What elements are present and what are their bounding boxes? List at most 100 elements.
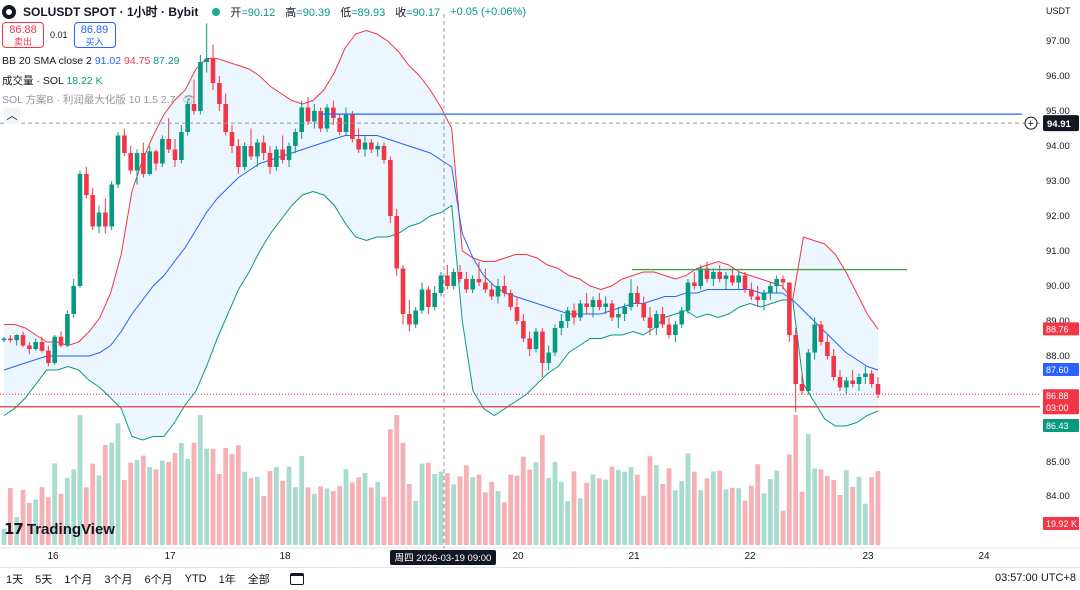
candle-body[interactable] [141,153,146,174]
candle-body[interactable] [204,58,209,63]
candle-body[interactable] [122,135,127,154]
candle-body[interactable] [419,289,425,311]
candle-body[interactable] [375,146,380,150]
candle-body[interactable] [673,324,678,336]
add-alert-icon[interactable] [1024,116,1038,130]
candle-body[interactable] [856,377,862,384]
range-1y[interactable]: 1年 [218,574,236,586]
bb-legend[interactable]: BB 20 SMA close 2 91.02 94.75 87.29 [2,55,180,67]
candle-body[interactable] [96,212,102,227]
candle-body[interactable] [533,331,539,350]
sell-button[interactable]: 86.88 卖出 [2,22,44,48]
candle-body[interactable] [559,321,564,328]
candle-body[interactable] [565,310,570,322]
candle-body[interactable] [432,293,437,307]
candle-body[interactable] [356,139,361,150]
candle-body[interactable] [407,314,412,325]
candle-body[interactable] [293,132,298,146]
candle-body[interactable] [172,149,178,161]
candle-body[interactable] [476,279,482,283]
candle-body[interactable] [312,111,317,122]
candle-body[interactable] [280,149,285,161]
candle-body[interactable] [844,380,849,388]
candle-body[interactable] [426,289,431,308]
candle-body[interactable] [616,314,621,318]
candle-body[interactable] [787,282,792,336]
candle-body[interactable] [837,377,843,388]
candle-body[interactable] [179,132,184,160]
candle-body[interactable] [229,132,235,146]
candle-body[interactable] [65,314,70,346]
candle-body[interactable] [413,310,418,325]
candle-body[interactable] [647,317,653,329]
candle-body[interactable] [717,272,722,279]
candle-body[interactable] [799,384,805,391]
candle-body[interactable] [768,286,773,293]
candle-body[interactable] [115,135,121,185]
candle-body[interactable] [540,331,545,364]
candle-body[interactable] [483,282,488,290]
candle-body[interactable] [692,282,697,287]
candle-body[interactable] [584,303,589,308]
candle-body[interactable] [217,83,222,104]
candle-body[interactable] [685,282,691,311]
candle-body[interactable] [242,146,247,167]
candle-body[interactable] [84,174,89,195]
candle-body[interactable] [635,293,640,304]
candle-body[interactable] [641,303,646,318]
candle-body[interactable] [451,272,456,286]
candle-body[interactable] [850,380,855,385]
candle-body[interactable] [71,286,76,314]
goto-date-icon[interactable] [289,573,304,585]
candle-body[interactable] [812,324,817,353]
candle-body[interactable] [77,174,83,286]
candle-body[interactable] [58,336,64,346]
candle-body[interactable] [831,356,836,377]
candle-body[interactable] [495,286,501,297]
candle-body[interactable] [457,272,463,279]
candle-body[interactable] [806,352,811,392]
candle-body[interactable] [660,314,665,325]
candle-body[interactable] [8,338,13,341]
candle-body[interactable] [305,107,311,122]
candle-body[interactable] [654,314,659,328]
candle-body[interactable] [666,324,672,336]
candle-body[interactable] [597,300,602,307]
candle-body[interactable] [749,289,754,297]
candle-body[interactable] [711,272,716,279]
candle-body[interactable] [39,342,45,351]
candle-body[interactable] [286,146,292,160]
candle-body[interactable] [502,286,507,293]
candle-body[interactable] [109,184,114,227]
candle-body[interactable] [546,352,551,364]
candle-body[interactable] [774,279,779,286]
candle-body[interactable] [609,303,615,318]
candle-body[interactable] [603,303,608,308]
candle-body[interactable] [730,275,735,283]
candle-body[interactable] [755,296,760,301]
candle-body[interactable] [470,279,475,290]
candle-body[interactable] [46,350,51,363]
candle-body[interactable] [248,146,254,157]
currency-label[interactable]: USDT [1046,6,1071,16]
buy-button[interactable]: 86.89 买入 [73,22,116,48]
candle-body[interactable] [869,373,874,385]
candle-body[interactable] [394,216,399,269]
candle-body[interactable] [704,268,710,280]
candle-body[interactable] [337,118,342,132]
candle-body[interactable] [27,345,32,350]
candle-body[interactable] [191,104,197,111]
range-1d[interactable]: 1天 [6,574,24,586]
range-ytd[interactable]: YTD [184,573,207,585]
candle-body[interactable] [198,62,203,111]
candle-body[interactable] [261,142,266,154]
candle-body[interactable] [445,275,450,287]
candle-body[interactable] [875,384,881,395]
candle-body[interactable] [299,107,304,133]
range-6m[interactable]: 6个月 [144,574,173,586]
candle-body[interactable] [1,338,7,341]
candle-body[interactable] [464,279,469,290]
candle-body[interactable] [780,279,786,283]
candle-body[interactable] [20,335,26,346]
